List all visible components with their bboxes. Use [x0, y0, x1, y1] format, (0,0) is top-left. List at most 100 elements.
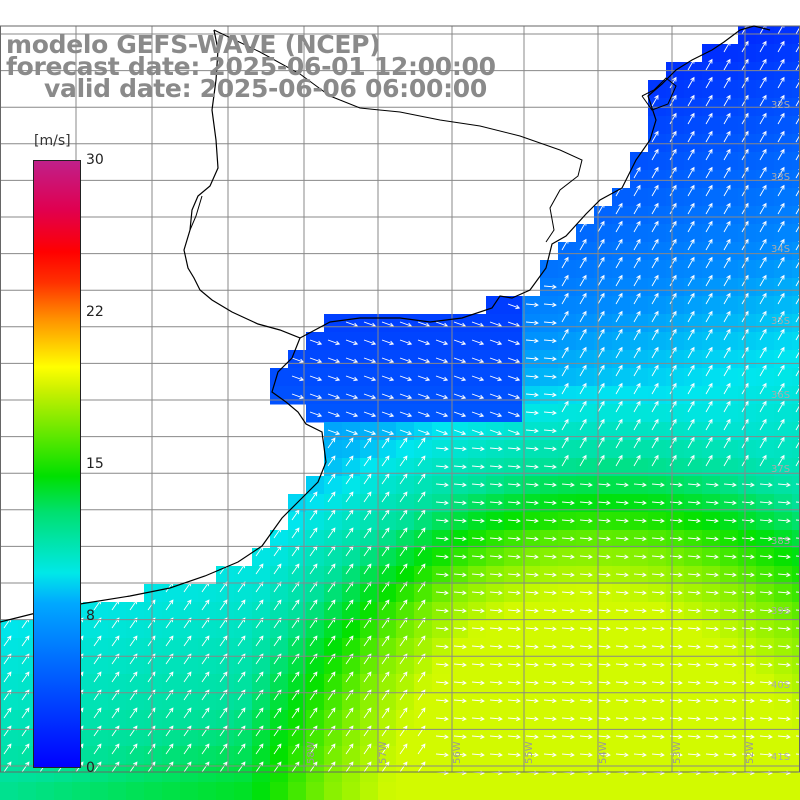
wind-cell: [792, 314, 800, 333]
wind-arrow: [669, 418, 677, 431]
wind-cell: [756, 620, 775, 639]
wind-arrow: [561, 626, 575, 632]
wind-cell: [576, 296, 595, 315]
wind-cell: [468, 584, 487, 603]
wind-arrow: [615, 608, 629, 614]
wind-arrow: [651, 536, 665, 542]
wind-arrow: [579, 364, 587, 377]
wind-arrow: [345, 357, 359, 364]
wind-arrow: [489, 662, 503, 668]
wind-cell: [792, 386, 800, 405]
wind-cell: [360, 764, 379, 783]
wind-arrow: [543, 734, 557, 740]
coastline: [0, 25, 771, 623]
wind-cell: [198, 638, 217, 657]
wind-cell: [720, 152, 739, 171]
wind-cell: [234, 728, 253, 747]
wind-arrow: [345, 761, 354, 773]
wind-cell: [702, 710, 721, 729]
wind-cell: [684, 260, 703, 279]
wind-arrow: [471, 500, 485, 506]
wind-cell: [792, 584, 800, 603]
longitude-label: 52W: [745, 741, 756, 764]
wind-cell: [288, 728, 307, 747]
wind-arrow: [705, 202, 713, 215]
wind-cell: [756, 458, 775, 477]
wind-cell: [702, 440, 721, 459]
wind-cell: [666, 764, 685, 783]
wind-cell: [324, 404, 343, 423]
wind-arrow: [543, 338, 557, 344]
wind-arrow: [741, 608, 755, 614]
wind-arrow: [417, 599, 426, 611]
wind-cell: [720, 332, 739, 351]
wind-cell: [630, 638, 649, 657]
wind-cell: [486, 422, 505, 441]
wind-arrow: [759, 554, 773, 560]
wind-cell: [180, 620, 199, 639]
wind-cell: [162, 692, 181, 711]
wind-arrow: [327, 411, 341, 418]
wind-cell: [324, 548, 343, 567]
wind-cell: [522, 566, 541, 585]
wind-arrow: [525, 446, 539, 452]
wind-cell: [414, 512, 433, 531]
wind-cell: [252, 782, 271, 800]
wind-cell: [432, 476, 451, 495]
wind-arrow: [561, 608, 575, 614]
wind-cell: [504, 746, 523, 765]
wind-arrow: [651, 436, 659, 449]
wind-arrow: [417, 411, 431, 418]
wind-cell: [468, 404, 487, 423]
wind-arrow: [597, 662, 611, 668]
wind-cell: [450, 746, 469, 765]
wind-cell: [450, 404, 469, 423]
wind-cell: [540, 404, 559, 423]
wind-cell: [522, 296, 541, 315]
wind-arrow: [525, 752, 539, 758]
wind-cell: [324, 440, 343, 459]
coastline-uruguay: [299, 25, 771, 339]
wind-cell: [540, 440, 559, 459]
wind-arrow: [759, 238, 767, 251]
wind-arrow: [561, 554, 575, 560]
wind-cell: [504, 350, 523, 369]
wind-cell: [378, 548, 397, 567]
wind-cell: [414, 566, 433, 585]
wind-cell: [648, 674, 667, 693]
wind-cell: [738, 368, 757, 387]
wind-cell: [612, 494, 631, 513]
wind-cell: [90, 638, 109, 657]
wind-cell: [486, 512, 505, 531]
wind-arrow: [759, 76, 767, 89]
wind-arrow: [777, 734, 791, 740]
wind-cell: [378, 404, 397, 423]
wind-cell: [288, 620, 307, 639]
wind-cell: [576, 224, 595, 243]
wind-arrow: [363, 563, 372, 575]
wind-arrow: [435, 662, 449, 668]
wind-cell: [666, 602, 685, 621]
wind-arrow: [561, 698, 575, 704]
wind-arrow: [723, 590, 737, 596]
wind-cell: [144, 710, 163, 729]
wind-cell: [270, 782, 289, 800]
wind-cell: [504, 476, 523, 495]
wind-cell: [486, 746, 505, 765]
wind-arrow: [723, 202, 731, 215]
wind-cell: [666, 440, 685, 459]
wind-arrow: [111, 761, 120, 773]
wind-arrow: [615, 752, 629, 758]
wind-arrow: [399, 563, 408, 575]
wind-arrow: [759, 400, 767, 413]
wind-cell: [288, 584, 307, 603]
wind-cell: [558, 404, 577, 423]
wind-cell: [360, 548, 379, 567]
wind-arrow: [723, 328, 731, 341]
wind-arrow: [525, 356, 539, 362]
wind-cell: [522, 638, 541, 657]
wind-arrow: [525, 374, 539, 380]
wind-arrow: [543, 536, 557, 542]
lagoon: [641, 77, 677, 111]
wind-arrow: [345, 671, 354, 683]
